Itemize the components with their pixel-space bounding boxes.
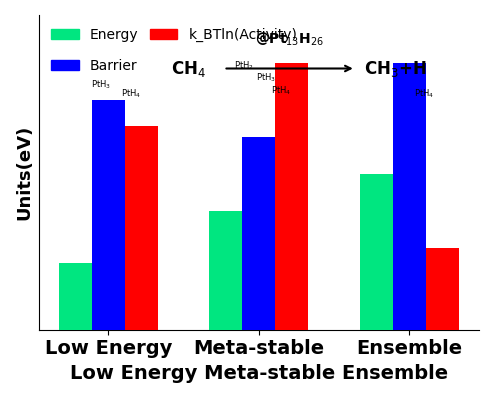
Y-axis label: Units(eV): Units(eV) xyxy=(15,125,33,220)
Bar xyxy=(360,174,393,330)
Bar xyxy=(92,100,125,330)
Bar xyxy=(209,211,242,330)
Text: PtH$_4$: PtH$_4$ xyxy=(271,84,291,97)
Bar xyxy=(242,137,275,330)
Text: PtH$_2$: PtH$_2$ xyxy=(234,59,253,72)
Text: PtH$_3$: PtH$_3$ xyxy=(256,72,276,84)
Text: PtH$_4$: PtH$_4$ xyxy=(121,88,141,100)
Text: CH$_3$+H: CH$_3$+H xyxy=(365,59,427,78)
Bar xyxy=(125,126,158,330)
Legend: Barrier: Barrier xyxy=(45,53,143,78)
Bar xyxy=(275,63,308,330)
Text: PtH$_3$: PtH$_3$ xyxy=(91,78,111,90)
X-axis label: Low Energy Meta-stable Ensemble: Low Energy Meta-stable Ensemble xyxy=(70,364,448,383)
Bar xyxy=(59,263,92,330)
Text: CH$_4$: CH$_4$ xyxy=(171,59,206,78)
Text: PtH$_4$: PtH$_4$ xyxy=(414,88,434,100)
Bar xyxy=(393,63,426,330)
Text: @Pt$_{13}$H$_{26}$: @Pt$_{13}$H$_{26}$ xyxy=(255,31,324,48)
Bar xyxy=(426,248,459,330)
